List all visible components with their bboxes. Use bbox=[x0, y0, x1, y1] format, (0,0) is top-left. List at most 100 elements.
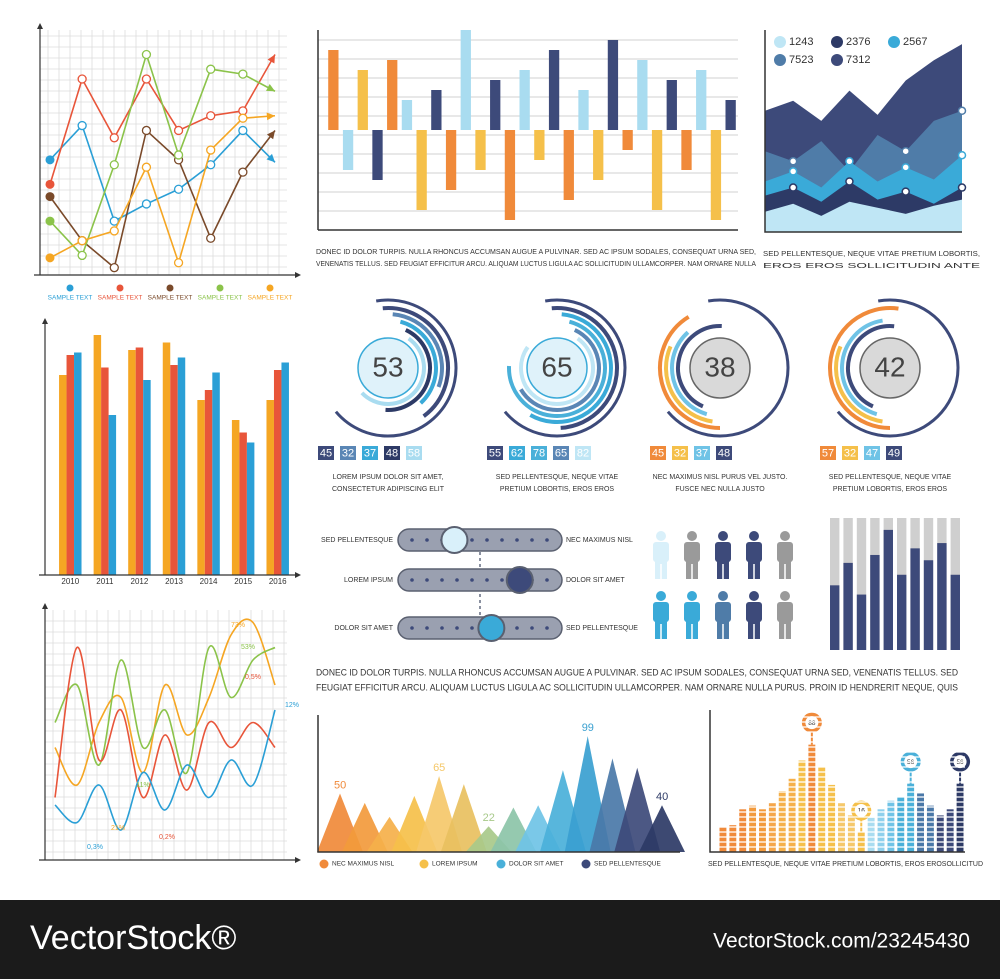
bar bbox=[578, 90, 589, 130]
person-body bbox=[653, 542, 669, 562]
triangle bbox=[639, 805, 685, 852]
part-label: 49 bbox=[888, 447, 900, 459]
bar bbox=[725, 100, 736, 130]
line-series bbox=[54, 646, 276, 799]
bar bbox=[66, 355, 75, 575]
person-head bbox=[780, 591, 790, 601]
bar bbox=[759, 809, 766, 852]
footer-id: VectorStock.com/23245430 bbox=[713, 930, 970, 953]
legend-dot bbox=[216, 284, 224, 292]
bar bbox=[897, 797, 905, 852]
marker bbox=[173, 150, 184, 160]
legend-dot bbox=[496, 859, 506, 869]
bar bbox=[749, 805, 757, 852]
marker bbox=[141, 199, 152, 209]
bar bbox=[357, 70, 368, 130]
slider-dot bbox=[515, 538, 519, 542]
bar bbox=[204, 390, 213, 575]
marker bbox=[109, 262, 119, 273]
legend-label: SAMPLE TEXT bbox=[248, 295, 293, 302]
part-label: 32 bbox=[844, 447, 856, 459]
slider-dot bbox=[545, 538, 549, 542]
part-box bbox=[318, 446, 334, 460]
legend-label: DOLOR SIT AMET bbox=[509, 861, 563, 868]
annotation: 53% bbox=[241, 644, 255, 651]
person-head bbox=[780, 531, 790, 541]
slider-knob bbox=[477, 614, 506, 642]
part-box bbox=[864, 446, 880, 460]
bar bbox=[907, 783, 915, 852]
gauge-arc bbox=[676, 324, 722, 409]
marker bbox=[206, 111, 216, 121]
bar bbox=[490, 80, 501, 130]
bar bbox=[239, 432, 247, 575]
gauge-value: 42 bbox=[874, 351, 905, 382]
marker bbox=[845, 177, 854, 186]
part-label: 47 bbox=[866, 447, 878, 459]
slider-dot bbox=[455, 578, 459, 582]
marker bbox=[77, 236, 87, 246]
bar bbox=[328, 50, 339, 130]
gauge-arc bbox=[670, 330, 708, 417]
part-label: 78 bbox=[533, 447, 545, 459]
slider-left: LOREM IPSUM bbox=[344, 577, 393, 584]
bar bbox=[910, 548, 920, 650]
part-box bbox=[694, 446, 710, 460]
slider-dot bbox=[485, 538, 489, 542]
gauge-arc bbox=[846, 324, 895, 409]
legend-dot bbox=[166, 284, 174, 292]
bar bbox=[93, 335, 102, 575]
marker bbox=[141, 74, 152, 84]
marker bbox=[901, 187, 910, 196]
bar bbox=[387, 60, 398, 130]
slider-dot bbox=[440, 626, 444, 630]
bar bbox=[445, 130, 457, 190]
slider-knob bbox=[505, 566, 534, 594]
gauge-arc bbox=[658, 315, 721, 430]
person-body bbox=[653, 602, 669, 622]
person-head bbox=[718, 531, 728, 541]
slider-dot bbox=[410, 578, 414, 582]
bar-background bbox=[856, 518, 867, 650]
legend-dot bbox=[831, 36, 843, 48]
person-body bbox=[777, 602, 793, 622]
slider-dot bbox=[425, 626, 429, 630]
person-body bbox=[684, 542, 700, 562]
bar bbox=[818, 766, 826, 852]
part-box bbox=[406, 446, 422, 460]
gauge-arc bbox=[828, 306, 899, 430]
slider-dot bbox=[470, 538, 474, 542]
axis-arrow bbox=[295, 572, 301, 578]
gauge-arc bbox=[519, 336, 595, 406]
bar bbox=[798, 760, 806, 852]
bar bbox=[59, 375, 67, 575]
part-label: 65 bbox=[555, 447, 567, 459]
marker bbox=[173, 125, 184, 136]
slider-dot bbox=[545, 578, 549, 582]
slider-dot bbox=[485, 578, 489, 582]
slider-dot bbox=[470, 626, 474, 630]
marker bbox=[141, 125, 152, 136]
legend-label: SAMPLE TEXT bbox=[198, 295, 243, 302]
bar bbox=[401, 100, 413, 130]
bar bbox=[828, 784, 836, 852]
marker bbox=[238, 167, 248, 177]
person-head bbox=[749, 591, 759, 601]
bar bbox=[143, 380, 151, 575]
bar bbox=[870, 554, 880, 650]
footer-brand: VectorStock® bbox=[30, 919, 236, 957]
marker bbox=[206, 233, 216, 243]
bar bbox=[883, 529, 893, 650]
bar bbox=[651, 130, 663, 210]
caption: CONSECTETUR ADIPISCING ELIT bbox=[332, 486, 445, 493]
x-tick-label: 2015 bbox=[234, 577, 252, 586]
part-box bbox=[716, 446, 732, 460]
bar bbox=[460, 30, 471, 130]
part-box bbox=[531, 446, 547, 460]
part-label: 37 bbox=[696, 447, 708, 459]
marker bbox=[141, 162, 152, 172]
marker bbox=[238, 69, 248, 79]
legend-label: LOREM IPSUM bbox=[432, 861, 478, 868]
part-box bbox=[672, 446, 688, 460]
part-box bbox=[886, 446, 902, 460]
